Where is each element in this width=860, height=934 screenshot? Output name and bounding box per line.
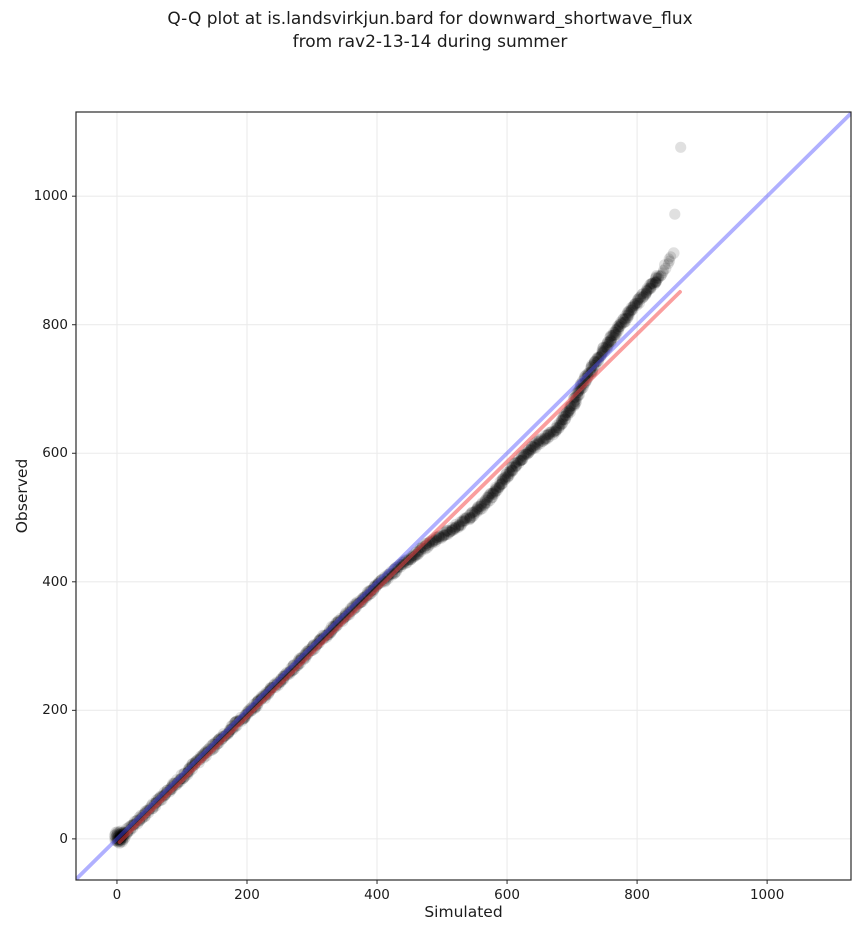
y-tick-label: 0 bbox=[59, 830, 68, 847]
y-tick-label: 200 bbox=[42, 702, 68, 719]
y-tick-label: 400 bbox=[42, 573, 68, 590]
fit-line bbox=[117, 290, 682, 844]
gridlines bbox=[76, 112, 851, 880]
plot-border bbox=[75, 111, 852, 881]
x-tick-label: 400 bbox=[364, 887, 390, 903]
tick-marks bbox=[72, 195, 768, 884]
x-tick-label: 0 bbox=[112, 887, 122, 903]
y-tick-label: 1000 bbox=[33, 188, 68, 205]
x-tick-label: 200 bbox=[234, 887, 260, 903]
chart-title-line2: from rav2-13-14 during summer bbox=[292, 32, 568, 52]
y-axis-label: Observed bbox=[13, 458, 31, 534]
x-axis-label: Simulated bbox=[424, 903, 503, 921]
x-tick-label: 600 bbox=[494, 887, 520, 903]
y-tick-label: 800 bbox=[42, 316, 68, 333]
chart-title-line1: Q-Q plot at is.landsvirkjun.bard for dow… bbox=[167, 9, 693, 29]
y-tick-label: 600 bbox=[42, 445, 68, 462]
scatter-points bbox=[108, 141, 687, 849]
identity-line bbox=[76, 112, 851, 880]
x-tick-label: 1000 bbox=[749, 887, 785, 903]
chart-title: Q-Q plot at is.landsvirkjun.bard for dow… bbox=[0, 8, 860, 54]
x-tick-label: 800 bbox=[624, 887, 650, 903]
